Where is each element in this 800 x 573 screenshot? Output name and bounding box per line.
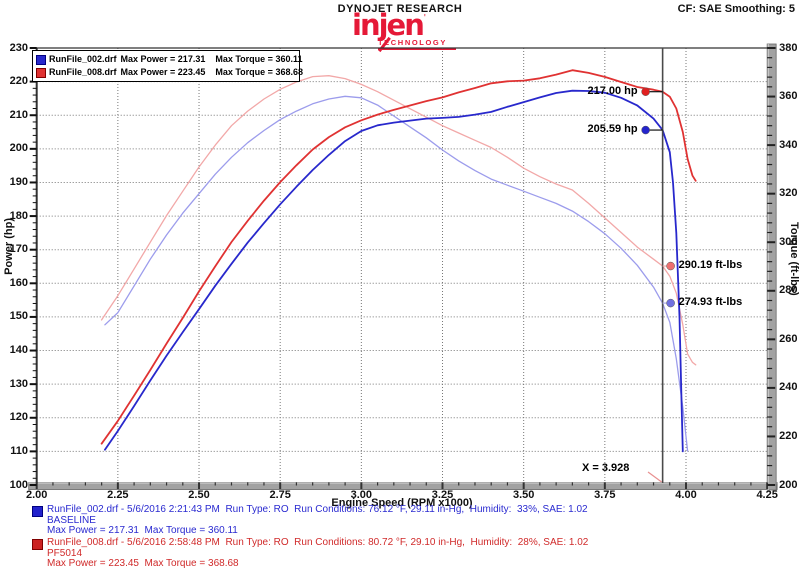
pf5014-file-name: RunFile_008.drf xyxy=(49,67,117,77)
baseline-file-name: RunFile_002.drf xyxy=(49,54,117,64)
left-axis-title: Power (hp) xyxy=(3,218,15,275)
torque-tick-label: 380 xyxy=(779,41,798,54)
pf5014-run-text: RunFile_008.drf - 5/6/2016 2:58:48 PM Ru… xyxy=(47,537,589,570)
torque-tick-label: 240 xyxy=(779,381,798,394)
pf5014-max-torque: Max Torque = 368.68 xyxy=(215,67,303,77)
power-tick-label: 150 xyxy=(9,310,28,323)
injen-logo-text: injen xyxy=(352,8,425,42)
callout-dot xyxy=(641,125,650,135)
baseline-run-swatch xyxy=(32,506,43,517)
power-tick-label: 210 xyxy=(9,108,28,121)
x-tick-label: 2.50 xyxy=(188,489,210,501)
power-tick-label: 130 xyxy=(9,377,28,390)
baseline-run-max-values: Max Power = 217.31 Max Torque = 360.11 xyxy=(47,525,238,536)
power-tick-label: 220 xyxy=(9,75,28,88)
x-axis-title: Engine Speed (RPM x1000) xyxy=(331,497,473,509)
baseline-run-conditions: RunFile_002.drf - 5/6/2016 2:21:43 PM Ru… xyxy=(47,504,588,515)
torque-tick-label: 340 xyxy=(779,138,798,151)
brand-title: DYNOJET RESEARCH xyxy=(337,3,463,15)
baseline-max-power: Max Power = 217.31 xyxy=(120,54,206,64)
callout-dot xyxy=(666,261,675,271)
pf5014_torque-curve xyxy=(100,75,697,366)
x-tick-label: 2.25 xyxy=(107,489,129,501)
baseline_power-curve xyxy=(104,89,684,453)
callout-dot xyxy=(641,87,650,96)
y-axis-right-bar xyxy=(766,43,777,491)
x-tick-label: 4.25 xyxy=(756,489,778,501)
injen-logo-subtitle: TECHNOLOGY xyxy=(378,38,447,47)
pf5014-run-swatch xyxy=(32,539,43,550)
baseline-color-swatch xyxy=(36,54,46,65)
x-tick-label: 3.25 xyxy=(431,489,454,501)
legend-box: RunFile_002.drf Max Power = 217.31 Max T… xyxy=(32,50,303,82)
cursor-label-connector xyxy=(647,471,662,483)
x-tick-label: 3.00 xyxy=(350,489,373,501)
power-tick-label: 100 xyxy=(9,478,28,491)
callout-label-290-19-ft-lbs: 290.19 ft-lbs xyxy=(678,259,743,272)
correction-smoothing-status: CF: SAE Smoothing: 5 xyxy=(677,3,795,15)
x-tick-label: 3.50 xyxy=(512,489,535,501)
torque-tick-label: 300 xyxy=(779,235,798,248)
baseline-run-text: RunFile_002.drf - 5/6/2016 2:21:43 PM Ru… xyxy=(47,504,588,537)
baseline-run-name: BASELINE xyxy=(47,514,96,526)
baseline-max-torque: Max Torque = 360.11 xyxy=(215,54,303,64)
torque-tick-label: 200 xyxy=(779,478,798,491)
power-tick-label: 180 xyxy=(9,209,28,222)
power-tick-label: 160 xyxy=(9,276,28,289)
power-tick-label: 110 xyxy=(10,444,28,457)
legend-row-baseline: RunFile_002.drf Max Power = 217.31 Max T… xyxy=(36,53,302,66)
torque-tick-label: 320 xyxy=(779,187,798,200)
pf5014-run-name: PF5014 xyxy=(47,547,83,559)
run-details-pf5014: RunFile_008.drf - 5/6/2016 2:58:48 PM Ru… xyxy=(30,537,800,570)
legend-row-pf5014: RunFile_008.drf Max Power = 223.45 Max T… xyxy=(36,66,303,79)
run-details-footer: RunFile_002.drf - 5/6/2016 2:21:43 PM Ru… xyxy=(30,504,800,571)
power-tick-label: 140 xyxy=(9,344,28,357)
pf5014-run-max-values: Max Power = 223.45 Max Torque = 368.68 xyxy=(47,558,239,569)
power-tick-label: 170 xyxy=(9,243,28,256)
pf5014-color-swatch xyxy=(36,67,46,78)
pf5014_power-curve xyxy=(100,69,697,445)
baseline_torque-curve xyxy=(104,95,689,452)
x-tick-label: 4.00 xyxy=(675,489,697,501)
callout-label-205-59-hp: 205.59 hp xyxy=(587,123,638,136)
run-details-baseline: RunFile_002.drf - 5/6/2016 2:21:43 PM Ru… xyxy=(30,504,800,537)
callout-dot xyxy=(666,298,675,308)
power-tick-label: 200 xyxy=(9,142,28,155)
x-tick-label: 2.75 xyxy=(269,489,291,501)
torque-tick-label: 260 xyxy=(779,332,798,345)
power-tick-label: 230 xyxy=(9,41,28,54)
x-tick-label: 2.00 xyxy=(25,489,48,501)
injen-logo-trademark: ' xyxy=(423,13,426,24)
torque-tick-label: 220 xyxy=(779,429,798,442)
pf5014-run-conditions: RunFile_008.drf - 5/6/2016 2:58:48 PM Ru… xyxy=(47,537,589,548)
power-tick-label: 120 xyxy=(9,411,28,424)
right-axis-title: Torque (ft-lbs) xyxy=(788,222,800,296)
injen-logo: injen' TECHNOLOGY xyxy=(352,11,472,53)
injen-logo-underline xyxy=(378,48,456,50)
pf5014-max-power: Max Power = 223.45 xyxy=(120,67,206,77)
power-tick-label: 190 xyxy=(9,175,28,188)
cursor-x-value-label: X = 3.928 xyxy=(582,462,630,474)
torque-tick-label: 360 xyxy=(779,90,798,103)
torque-tick-label: 280 xyxy=(779,284,798,297)
callout-label-274-93-ft-lbs: 274.93 ft-lbs xyxy=(678,296,743,309)
callout-label-217-00-hp: 217.00 hp xyxy=(587,84,638,97)
x-tick-label: 3.75 xyxy=(594,489,616,501)
x-axis-bar xyxy=(28,482,778,490)
